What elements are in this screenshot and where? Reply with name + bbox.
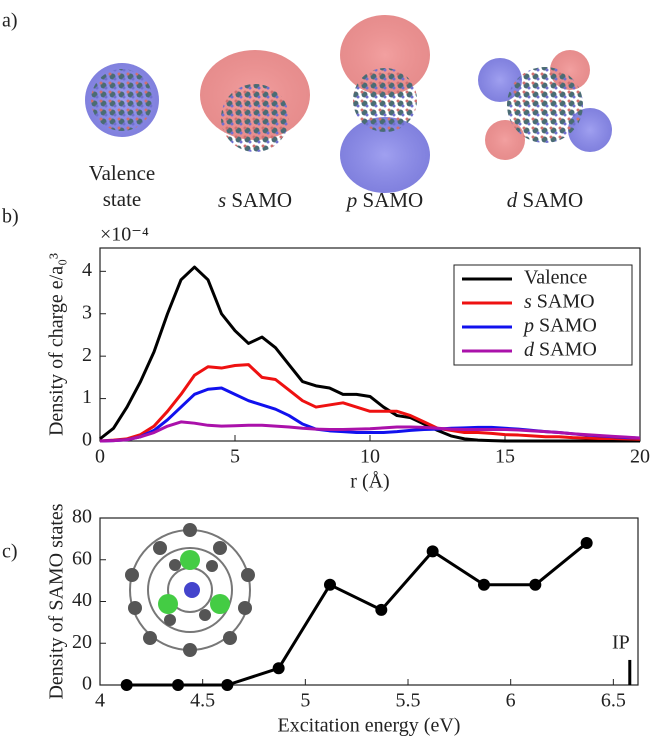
figure: a) b) c) 0 5 10 15 20 0 1 2 3 4 r (Å) Density of ch… (0, 0, 651, 746)
marker (478, 579, 490, 591)
marker (324, 579, 336, 591)
marker (375, 604, 387, 616)
y-tick-label: 1 (82, 386, 92, 408)
x-tick-label: 15 (495, 446, 515, 468)
panel-label: c) (2, 541, 18, 563)
orbital-label: d SAMO (495, 187, 595, 213)
inset-molecule (125, 523, 255, 657)
x-axis-label: r (Å) (350, 471, 389, 493)
panel-label: b) (2, 206, 19, 228)
orbital-label: s SAMO (205, 187, 305, 213)
y-multiplier: ×10⁻⁴ (100, 224, 149, 246)
marker (121, 679, 133, 691)
x-tick-label: 5.5 (396, 690, 421, 712)
marker (581, 537, 593, 549)
orbital-images (85, 15, 612, 193)
axes-frame (100, 518, 638, 685)
marker (529, 579, 541, 591)
x-tick-label: 5 (230, 446, 240, 468)
orbital-label: p SAMO (335, 187, 435, 213)
y-tick-label: 2 (82, 344, 92, 366)
marker (273, 662, 285, 674)
y-tick-label: 4 (82, 259, 92, 281)
annotation-label: IP (612, 632, 630, 654)
x-axis-label: Excitation energy (eV) (278, 715, 461, 737)
legend-label: s SAMO (524, 291, 595, 313)
x-tick-label: 4.5 (190, 690, 215, 712)
y-tick-label: 80 (72, 506, 92, 528)
y-tick-label: 0 (82, 673, 92, 695)
legend-label: p SAMO (522, 315, 597, 337)
y-axis-label: Density of SAMO states (46, 503, 68, 699)
x-tick-label: 6.5 (601, 690, 626, 712)
x-tick-label: 10 (360, 446, 380, 468)
marker (172, 679, 184, 691)
y-tick-label: 20 (72, 631, 92, 653)
chart: a) b) c) 0 5 10 15 20 0 1 2 3 4 r (Å) Density of ch… (0, 0, 651, 746)
legend-label: Valence (524, 267, 587, 289)
x-tick-label: 6 (506, 690, 516, 712)
x-tick-label: 0 (95, 446, 105, 468)
x-tick-label: 20 (630, 446, 650, 468)
y-tick-label: 60 (72, 547, 92, 569)
marker (427, 545, 439, 557)
orbital-label: Valence state (82, 160, 162, 212)
x-tick-label: 4 (95, 690, 105, 712)
legend-label: d SAMO (524, 339, 597, 361)
y-axis-label: Density of charge e/a₀³ (46, 253, 68, 436)
marker (221, 679, 233, 691)
panel-label: a) (2, 10, 18, 32)
y-tick-label: 40 (72, 589, 92, 611)
y-tick-label: 3 (82, 301, 92, 323)
y-tick-label: 0 (82, 429, 92, 451)
x-tick-label: 5 (300, 690, 310, 712)
